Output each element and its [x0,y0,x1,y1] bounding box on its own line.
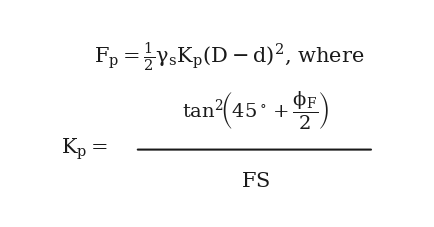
Text: $\mathrm{tan^2\!\left(45^\circ + \dfrac{\phi_F}{2}\right)}$: $\mathrm{tan^2\!\left(45^\circ + \dfrac{… [182,90,330,132]
Text: $\mathrm{FS}$: $\mathrm{FS}$ [241,172,271,190]
Text: $\mathrm{F_p = \frac{1}{2}\gamma_s K_p \left(D - d\right)^2}$, where: $\mathrm{F_p = \frac{1}{2}\gamma_s K_p \… [94,41,364,73]
Text: $\mathrm{K_p =}$: $\mathrm{K_p =}$ [61,137,108,162]
